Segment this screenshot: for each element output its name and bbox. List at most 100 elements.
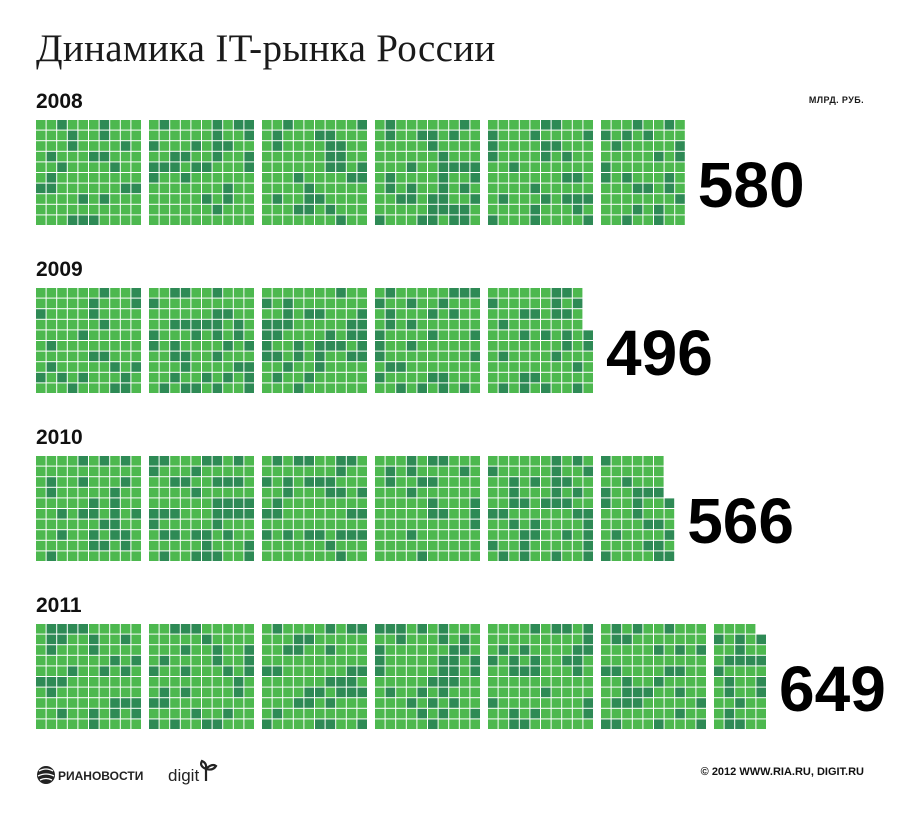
unit-cell bbox=[233, 634, 244, 645]
unit-cell bbox=[110, 708, 120, 719]
unit-cell bbox=[375, 456, 385, 466]
unit-cell bbox=[643, 634, 653, 645]
unit-cell bbox=[509, 319, 519, 330]
unit-cell bbox=[293, 194, 304, 204]
unit-cell bbox=[78, 498, 88, 508]
unit-cell bbox=[519, 530, 530, 540]
unit-cell bbox=[120, 698, 131, 708]
unit-cell bbox=[212, 687, 223, 698]
unit-cell bbox=[449, 624, 459, 634]
unit-cell bbox=[149, 519, 159, 530]
unit-cell bbox=[551, 498, 562, 508]
unit-cell bbox=[325, 215, 336, 225]
unit-cell bbox=[385, 509, 396, 519]
unit-cell bbox=[498, 341, 509, 351]
unit-cell bbox=[470, 624, 480, 634]
unit-cell bbox=[675, 204, 685, 215]
unit-cell bbox=[233, 215, 244, 225]
unit-cell bbox=[417, 351, 427, 362]
unit-cell bbox=[375, 362, 385, 372]
unit-cell bbox=[498, 130, 509, 141]
unit-cell bbox=[346, 498, 357, 508]
unit-cell bbox=[601, 130, 611, 141]
unit-cell bbox=[438, 456, 449, 466]
unit-cell bbox=[159, 162, 170, 172]
unit-cell bbox=[262, 498, 272, 508]
unit-cell bbox=[67, 194, 78, 204]
unit-cell bbox=[541, 509, 551, 519]
unit-cell bbox=[202, 487, 212, 498]
unit-cell bbox=[202, 288, 212, 298]
unit-cell bbox=[223, 151, 233, 162]
unit-cell bbox=[315, 487, 325, 498]
unit-cell bbox=[191, 215, 201, 225]
unit-cell bbox=[110, 194, 120, 204]
unit-cell bbox=[396, 288, 406, 298]
unit-cell bbox=[336, 687, 346, 698]
unit-cell bbox=[99, 498, 110, 508]
unit-cell bbox=[304, 141, 314, 151]
unit-cell bbox=[488, 540, 498, 551]
unit-cell bbox=[283, 456, 293, 466]
unit-cell bbox=[664, 141, 675, 151]
unit-cell bbox=[36, 130, 46, 141]
unit-cell bbox=[417, 372, 427, 383]
unit-cell bbox=[664, 655, 675, 666]
unit-cell bbox=[325, 509, 336, 519]
unit-cell bbox=[325, 194, 336, 204]
copyright-text: © 2012 WWW.RIA.RU, DIGIT.RU bbox=[700, 766, 864, 778]
unit-cell bbox=[428, 130, 438, 141]
unit-cell bbox=[406, 519, 417, 530]
unit-cell bbox=[262, 530, 272, 540]
unit-cell bbox=[304, 498, 314, 508]
unit-cell bbox=[120, 194, 131, 204]
unit-cell bbox=[212, 498, 223, 508]
unit-cell bbox=[272, 487, 283, 498]
unit-cell bbox=[325, 362, 336, 372]
unit-cell bbox=[293, 509, 304, 519]
unit-cell bbox=[551, 288, 562, 298]
unit-cell bbox=[654, 130, 664, 141]
unit-cell bbox=[191, 519, 201, 530]
unit-cell bbox=[385, 298, 396, 309]
unit-cell bbox=[449, 298, 459, 309]
unit-cell bbox=[170, 498, 180, 508]
unit-cell bbox=[654, 173, 664, 183]
unit-cell bbox=[572, 509, 583, 519]
unit-cell bbox=[120, 466, 131, 477]
unit-cell bbox=[406, 372, 417, 383]
unit-cell bbox=[509, 173, 519, 183]
unit-cell bbox=[417, 204, 427, 215]
unit-cell bbox=[272, 215, 283, 225]
unit-cell bbox=[375, 130, 385, 141]
unit-cell bbox=[541, 666, 551, 676]
unit-cell bbox=[180, 655, 191, 666]
unit-cell bbox=[724, 677, 735, 687]
unit-cell bbox=[428, 509, 438, 519]
unit-cell bbox=[233, 456, 244, 466]
unit-cell bbox=[530, 666, 540, 676]
unit-cell bbox=[244, 372, 254, 383]
unit-cell bbox=[562, 719, 572, 729]
unit-cell bbox=[562, 530, 572, 540]
unit-cell bbox=[488, 372, 498, 383]
unit-cell bbox=[519, 677, 530, 687]
unit-cell bbox=[643, 498, 653, 508]
unit-cell bbox=[57, 708, 67, 719]
unit-cell bbox=[745, 634, 756, 645]
unit-cell bbox=[417, 530, 427, 540]
unit-cell bbox=[315, 666, 325, 676]
unit-cell bbox=[406, 655, 417, 666]
unit-cell bbox=[244, 624, 254, 634]
unit-cell bbox=[449, 519, 459, 530]
unit-cell bbox=[170, 540, 180, 551]
unit-cell bbox=[470, 173, 480, 183]
unit-cell bbox=[375, 141, 385, 151]
unit-cell bbox=[223, 677, 233, 687]
unit-cell bbox=[438, 687, 449, 698]
unit-cell bbox=[244, 540, 254, 551]
unit-cell bbox=[664, 698, 675, 708]
unit-cell bbox=[233, 540, 244, 551]
unit-cell bbox=[315, 120, 325, 130]
unit-cell bbox=[611, 477, 622, 487]
